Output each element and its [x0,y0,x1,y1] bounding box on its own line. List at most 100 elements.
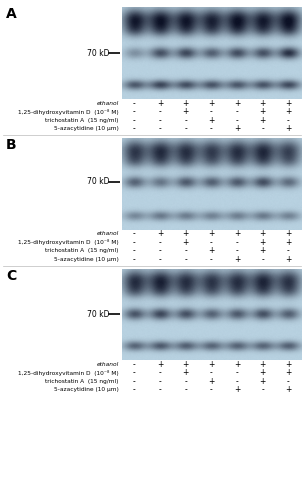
Text: -: - [210,368,213,378]
Text: -: - [287,377,289,386]
Text: -: - [261,255,264,264]
Text: A: A [6,8,17,22]
Text: trichostatin A  (15 ng/ml): trichostatin A (15 ng/ml) [45,379,119,384]
Text: +: + [157,229,163,238]
Text: -: - [236,107,238,116]
Text: -: - [133,98,136,108]
Text: -: - [184,124,187,133]
Text: -: - [184,377,187,386]
Text: +: + [234,255,240,264]
Text: 70 kD: 70 kD [87,178,109,186]
Text: -: - [210,386,213,394]
Text: -: - [159,107,161,116]
Text: -: - [210,107,213,116]
Text: 1,25-dihydroxyvitamin D  (10⁻⁸ M): 1,25-dihydroxyvitamin D (10⁻⁸ M) [18,240,119,245]
Text: +: + [259,116,266,124]
Text: +: + [182,360,189,369]
Text: +: + [208,377,214,386]
Text: 1,25-dihydroxyvitamin D  (10⁻⁸ M): 1,25-dihydroxyvitamin D (10⁻⁸ M) [18,108,119,114]
Text: -: - [287,116,289,124]
Text: -: - [133,386,136,394]
Text: +: + [285,124,291,133]
Text: -: - [261,124,264,133]
Text: +: + [259,377,266,386]
Text: -: - [236,116,238,124]
Text: -: - [210,124,213,133]
Text: -: - [287,246,289,256]
Text: B: B [6,138,17,152]
Text: +: + [259,98,266,108]
Text: +: + [182,368,189,378]
Text: -: - [133,124,136,133]
Text: 5-azacytidine (10 μm): 5-azacytidine (10 μm) [54,257,119,262]
Text: -: - [184,246,187,256]
Text: -: - [159,377,161,386]
Text: -: - [133,229,136,238]
Text: +: + [208,229,214,238]
Text: -: - [184,386,187,394]
Text: -: - [159,368,161,378]
Text: -: - [133,255,136,264]
Text: C: C [6,268,16,282]
Text: -: - [236,246,238,256]
Text: trichostatin A  (15 ng/ml): trichostatin A (15 ng/ml) [45,248,119,254]
Text: -: - [236,368,238,378]
Text: -: - [184,255,187,264]
Text: -: - [133,368,136,378]
Text: -: - [133,246,136,256]
Text: 5-azacytidine (10 μm): 5-azacytidine (10 μm) [54,388,119,392]
Text: +: + [285,238,291,246]
Text: +: + [234,229,240,238]
Text: 70 kD: 70 kD [87,48,109,58]
Text: +: + [157,360,163,369]
Text: 5-azacytidine (10 μm): 5-azacytidine (10 μm) [54,126,119,131]
Text: -: - [159,255,161,264]
Text: trichostatin A  (15 ng/ml): trichostatin A (15 ng/ml) [45,118,119,122]
Text: -: - [159,116,161,124]
Text: ethanol: ethanol [96,100,119,105]
Text: +: + [285,368,291,378]
Text: +: + [259,107,266,116]
Text: -: - [210,238,213,246]
Text: -: - [133,238,136,246]
Text: +: + [208,246,214,256]
Text: -: - [133,360,136,369]
Text: +: + [259,238,266,246]
Text: +: + [285,98,291,108]
Text: +: + [208,360,214,369]
Text: +: + [182,238,189,246]
Text: -: - [133,107,136,116]
Text: 1,25-dihydroxyvitamin D  (10⁻⁸ M): 1,25-dihydroxyvitamin D (10⁻⁸ M) [18,370,119,376]
Text: -: - [261,386,264,394]
Text: +: + [234,386,240,394]
Text: -: - [159,246,161,256]
Text: -: - [133,377,136,386]
Text: -: - [210,255,213,264]
Text: -: - [159,386,161,394]
Text: +: + [208,116,214,124]
Text: +: + [182,229,189,238]
Text: +: + [285,229,291,238]
Text: -: - [133,116,136,124]
Text: +: + [157,98,163,108]
Text: +: + [259,360,266,369]
Text: +: + [182,98,189,108]
Text: +: + [234,360,240,369]
Text: +: + [208,98,214,108]
Text: ethanol: ethanol [96,231,119,236]
Text: +: + [234,98,240,108]
Text: -: - [236,377,238,386]
Text: -: - [159,238,161,246]
Text: +: + [182,107,189,116]
Text: 70 kD: 70 kD [87,310,109,319]
Text: +: + [259,229,266,238]
Text: ethanol: ethanol [96,362,119,367]
Text: -: - [159,124,161,133]
Text: +: + [285,107,291,116]
Text: +: + [285,360,291,369]
Text: +: + [259,368,266,378]
Text: +: + [285,255,291,264]
Text: +: + [259,246,266,256]
Text: -: - [236,238,238,246]
Text: -: - [184,116,187,124]
